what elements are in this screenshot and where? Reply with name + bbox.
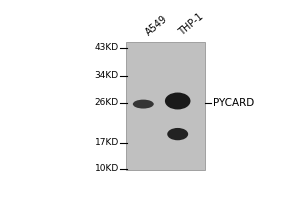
Text: 43KD: 43KD [95, 43, 119, 52]
Text: A549: A549 [143, 14, 169, 38]
Text: THP-1: THP-1 [177, 12, 206, 38]
Ellipse shape [167, 128, 188, 140]
Text: 34KD: 34KD [95, 71, 119, 80]
Bar [126, 42, 205, 170]
Text: 17KD: 17KD [94, 138, 119, 147]
Text: 10KD: 10KD [94, 164, 119, 173]
Ellipse shape [133, 100, 154, 109]
Text: PYCARD: PYCARD [213, 98, 254, 108]
Ellipse shape [165, 93, 190, 109]
Text: 26KD: 26KD [95, 98, 119, 107]
